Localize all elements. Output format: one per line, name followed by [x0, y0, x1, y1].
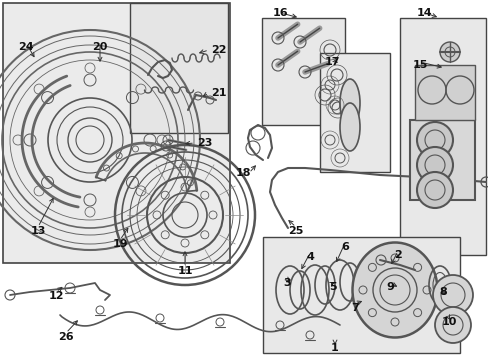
Text: 4: 4: [305, 252, 313, 262]
Text: 10: 10: [440, 317, 456, 327]
Text: 21: 21: [210, 88, 226, 98]
Text: 14: 14: [416, 8, 432, 18]
Text: 20: 20: [92, 42, 107, 52]
Circle shape: [416, 147, 452, 183]
Text: 9: 9: [385, 282, 393, 292]
Text: 15: 15: [411, 60, 427, 70]
Text: 24: 24: [18, 42, 34, 52]
Circle shape: [434, 307, 470, 343]
Bar: [3, 3, 229, 263]
Text: 8: 8: [438, 287, 446, 297]
Bar: [130, 3, 227, 133]
Text: 2: 2: [393, 250, 401, 260]
Text: 22: 22: [210, 45, 226, 55]
Text: 1: 1: [330, 343, 338, 353]
Ellipse shape: [339, 79, 359, 127]
Text: 13: 13: [30, 226, 45, 236]
Text: 7: 7: [350, 303, 358, 313]
Bar: [263, 237, 459, 353]
Text: 26: 26: [58, 332, 74, 342]
Bar: [399, 18, 485, 255]
Text: 3: 3: [283, 278, 290, 288]
Circle shape: [439, 42, 459, 62]
Bar: [409, 120, 474, 200]
Bar: [262, 18, 345, 125]
Text: 16: 16: [273, 8, 288, 18]
Text: 19: 19: [112, 239, 127, 249]
Ellipse shape: [339, 103, 359, 151]
Text: 6: 6: [340, 242, 348, 252]
Ellipse shape: [352, 243, 437, 338]
Text: 12: 12: [48, 291, 63, 301]
Text: 18: 18: [235, 168, 250, 178]
Text: 23: 23: [197, 138, 212, 148]
Text: 11: 11: [177, 266, 192, 276]
Bar: [319, 53, 389, 172]
Circle shape: [416, 122, 452, 158]
Circle shape: [416, 172, 452, 208]
Circle shape: [432, 275, 472, 315]
Text: 25: 25: [288, 226, 303, 236]
Text: 5: 5: [328, 282, 336, 292]
Text: 17: 17: [324, 57, 339, 67]
Bar: [414, 65, 474, 120]
